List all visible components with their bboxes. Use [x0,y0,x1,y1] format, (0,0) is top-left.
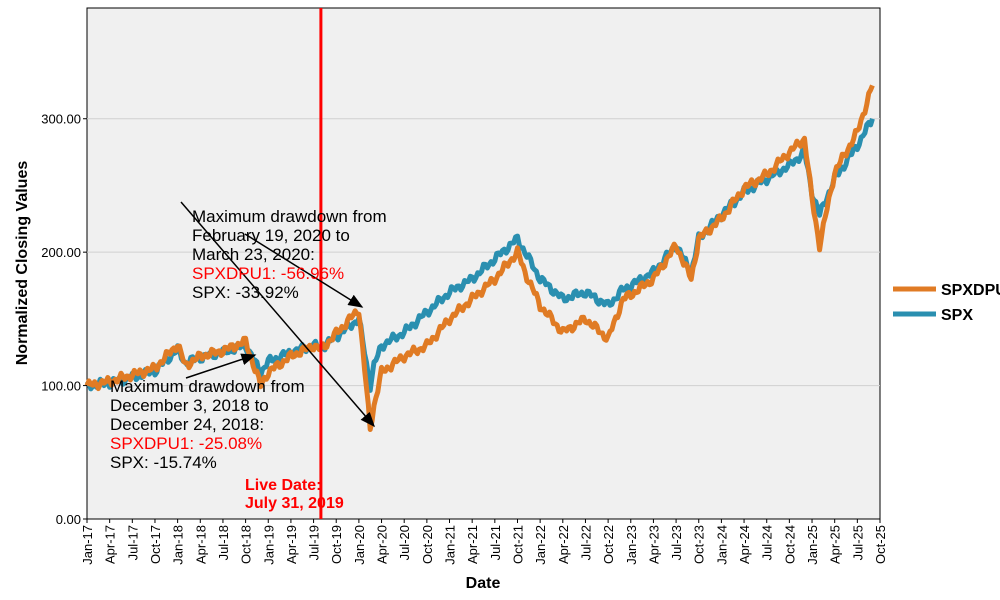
annotation-2018-line-3: December 24, 2018: [110,415,264,434]
live-date-label-2: July 31, 2019 [245,495,344,512]
annotation-2018: Maximum drawdown from December 3, 2018 t… [110,353,305,472]
x-tick-label: Jan-24 [714,525,729,565]
x-tick-label: Apr-22 [556,525,571,564]
x-tick-label: Apr-25 [828,525,843,564]
annotation-2020-spxdpu1: SPXDPU1: -56.96% [192,264,344,283]
annotation-arrow [180,201,375,428]
annotation-2018-line-1: Maximum drawdown from [110,377,305,396]
x-tick-label: Jul-19 [307,525,322,560]
y-tick-label: 0.00 [56,512,81,527]
x-tick-label: Jan-18 [171,525,186,565]
x-tick-label: Apr-19 [284,525,299,564]
y-tick-label: 200.00 [41,245,81,260]
y-tick-label: 100.00 [41,379,81,394]
x-axis-label: Date [466,575,501,592]
x-tick-label: Oct-18 [239,525,254,564]
annotation-2020-spx: SPX: -33.92% [192,283,299,302]
x-tick-label: Oct-22 [601,525,616,564]
x-tick-label: Oct-19 [329,525,344,564]
x-tick-label: Jan-21 [443,525,458,565]
x-tick-label: Jul-22 [578,525,593,560]
x-tick-label: Jan-25 [805,525,820,565]
annotation-arrow [244,233,364,308]
x-tick-label: Jul-23 [669,525,684,560]
legend-label-spxdpu1: SPXDPU1 [941,282,1000,299]
legend-label-spx: SPX [941,307,973,324]
annotation-arrow [185,353,257,379]
x-tick-label: Apr-18 [193,525,208,564]
annotation-2020-line-1: Maximum drawdown from [192,207,387,226]
series-line-spxdpu1 [84,84,875,432]
annotation-2018-line-2: December 3, 2018 to [110,396,269,415]
x-tick-label: Jan-22 [533,525,548,565]
x-tick-label: Jan-19 [261,525,276,565]
x-tick-label: Jan-17 [80,525,95,565]
y-axis-label: Normalized Closing Values [14,161,31,366]
annotation-2018-spxdpu1: SPXDPU1: -25.08% [110,434,262,453]
x-tick-label: Jan-23 [624,525,639,565]
legend: SPXDPU1 SPX [893,282,1000,324]
y-tick-label: 300.00 [41,112,81,127]
annotation-2020-line-3: March 23, 2020: [192,245,315,264]
x-tick-label: Apr-20 [375,525,390,564]
live-date-label-1: Live Date: [245,477,321,494]
x-tick-label: Apr-21 [465,525,480,564]
x-tick-label: Jan-20 [352,525,367,565]
x-tick-label: Jul-20 [397,525,412,560]
x-tick-label: Jul-25 [850,525,865,560]
x-tick-label: Jul-17 [125,525,140,560]
x-tick-label: Oct-24 [782,525,797,564]
x-tick-label: Apr-17 [103,525,118,564]
x-tick-label: Apr-24 [737,525,752,564]
x-tick-label: Jul-18 [216,525,231,560]
annotation-2018-spx: SPX: -15.74% [110,453,217,472]
x-tick-label: Jul-24 [760,525,775,560]
annotation-2020: Maximum drawdown from February 19, 2020 … [180,201,387,428]
x-tick-label: Oct-21 [510,525,525,564]
x-tick-label: Oct-25 [873,525,888,564]
annotation-2020-line-2: February 19, 2020 to [192,226,350,245]
x-tick-label: Oct-17 [148,525,163,564]
x-tick-label: Apr-23 [646,525,661,564]
x-tick-label: Jul-21 [488,525,503,560]
x-tick-label: Oct-20 [420,525,435,564]
x-tick-label: Oct-23 [692,525,707,564]
